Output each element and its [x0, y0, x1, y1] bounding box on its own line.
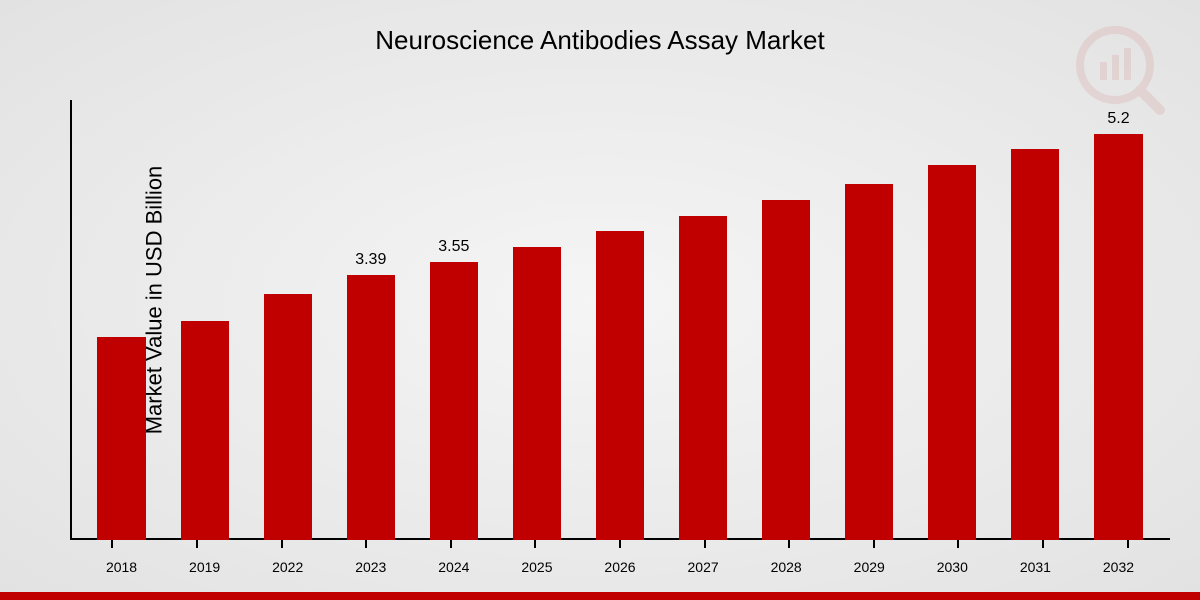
bar-wrap: 3.39	[329, 110, 412, 540]
bar-wrap	[246, 110, 329, 540]
x-tick-label: 2024	[412, 559, 495, 575]
bar-wrap: 5.2	[1077, 110, 1160, 540]
x-labels-container: 2018201920222023202420252026202720282029…	[70, 559, 1170, 575]
x-tick-label: 2019	[163, 559, 246, 575]
x-tick-label: 2030	[911, 559, 994, 575]
bar-wrap	[495, 110, 578, 540]
x-tick	[1042, 540, 1044, 548]
bar-wrap	[745, 110, 828, 540]
bar	[513, 247, 561, 540]
x-tick	[1127, 540, 1129, 548]
bar-wrap	[578, 110, 661, 540]
x-tick-label: 2027	[662, 559, 745, 575]
x-tick-label: 2018	[80, 559, 163, 575]
bar	[1011, 149, 1059, 540]
x-tick	[365, 540, 367, 548]
x-tick	[704, 540, 706, 548]
bar-wrap	[662, 110, 745, 540]
bar-wrap	[163, 110, 246, 540]
bar	[596, 231, 644, 540]
bar-value-label: 3.55	[438, 238, 469, 256]
x-tick	[281, 540, 283, 548]
x-tick-label: 2022	[246, 559, 329, 575]
x-tick	[111, 540, 113, 548]
bar	[762, 200, 810, 540]
bar	[181, 321, 229, 540]
x-tick-label: 2025	[495, 559, 578, 575]
bar-wrap	[911, 110, 994, 540]
x-tick	[534, 540, 536, 548]
bar	[430, 262, 478, 540]
bar-wrap	[828, 110, 911, 540]
bar-value-label: 5.2	[1107, 110, 1129, 128]
x-tick	[957, 540, 959, 548]
bar-wrap: 3.55	[412, 110, 495, 540]
x-tick-label: 2029	[828, 559, 911, 575]
x-tick-label: 2031	[994, 559, 1077, 575]
bar	[264, 294, 312, 540]
x-tick-label: 2026	[578, 559, 661, 575]
watermark-logo-icon	[1070, 20, 1170, 120]
x-tick-label: 2028	[745, 559, 828, 575]
x-tick	[196, 540, 198, 548]
x-tick	[873, 540, 875, 548]
bar	[347, 275, 395, 540]
x-tick	[450, 540, 452, 548]
bar-wrap	[80, 110, 163, 540]
bar-value-label: 3.39	[355, 251, 386, 269]
bar	[97, 337, 145, 540]
bars-container: 3.39 3.55 5.2	[70, 110, 1170, 540]
plot-area: 3.39 3.55 5.2	[70, 110, 1170, 540]
bar	[845, 184, 893, 540]
x-tick-label: 2023	[329, 559, 412, 575]
bar	[928, 165, 976, 540]
bar-wrap	[994, 110, 1077, 540]
footer-accent-bar	[0, 592, 1200, 600]
bar	[1094, 134, 1142, 540]
chart-title: Neuroscience Antibodies Assay Market	[0, 25, 1200, 56]
bar	[679, 216, 727, 540]
x-tick-label: 2032	[1077, 559, 1160, 575]
x-tick	[619, 540, 621, 548]
x-tick	[788, 540, 790, 548]
